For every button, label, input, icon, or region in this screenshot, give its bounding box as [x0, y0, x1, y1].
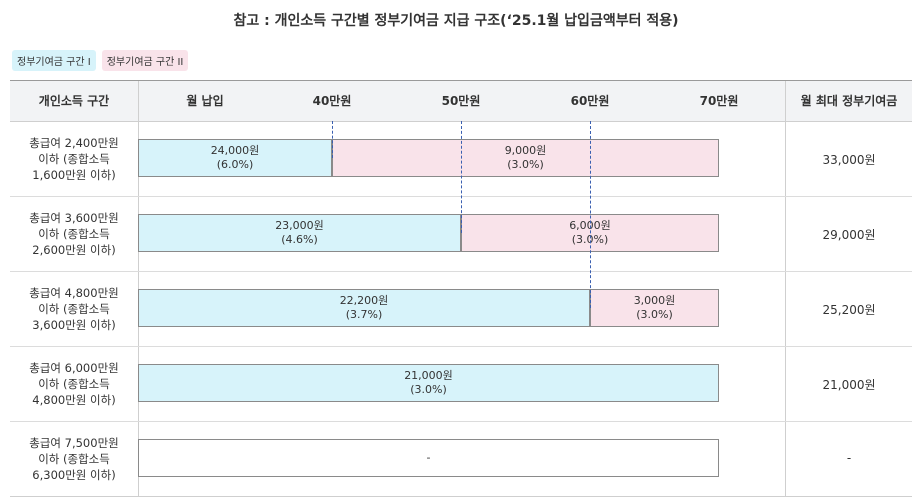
contribution-bar-tier-1: 22,200원 (3.7%) — [138, 289, 590, 327]
income-bracket-line: 총급여 6,000만원 — [29, 361, 119, 375]
column-divider — [138, 81, 139, 496]
income-bracket-line: 총급여 7,500만원 — [29, 436, 119, 450]
max-contribution-value: 25,200원 — [822, 303, 876, 317]
contribution-bar-tier-1: 24,000원 (6.0%) — [138, 139, 332, 177]
header-tick-60: 60만원 — [570, 94, 610, 108]
income-bracket-line: 이하 (종합소득 — [38, 227, 110, 241]
segment-amount: 3,000원 — [633, 294, 676, 307]
income-bracket-line: 1,600만원 이하) — [32, 168, 116, 182]
segment-amount: 23,000원 — [275, 219, 324, 232]
income-bracket-line: 총급여 2,400만원 — [29, 136, 119, 150]
segment-amount: 21,000원 — [404, 369, 453, 382]
income-bracket-line: 총급여 3,600만원 — [29, 211, 119, 225]
max-contribution-value: 33,000원 — [822, 153, 876, 167]
income-bracket-line: 이하 (종합소득 — [38, 377, 110, 391]
income-bracket-line: 이하 (종합소득 — [38, 152, 110, 166]
contribution-bar-tier-1: 21,000원 (3.0%) — [138, 364, 719, 402]
income-bracket-line: 4,800만원 이하) — [32, 393, 116, 407]
contribution-bar-none: - — [138, 439, 719, 477]
segment-rate: (3.7%) — [345, 308, 383, 321]
segment-rate: (3.0%) — [636, 308, 673, 321]
contribution-bar-tier-2: 9,000원 (3.0%) — [332, 139, 719, 177]
segment-amount: 22,200원 — [339, 294, 389, 307]
legend: 정부기여금 구간 I 정부기여금 구간 II — [12, 50, 189, 71]
row-separator — [10, 271, 912, 272]
segment-rate: (3.0%) — [410, 383, 447, 396]
contribution-bar-tier-2: 3,000원 (3.0%) — [590, 289, 719, 327]
page-title: 참고 : 개인소득 구간별 정부기여금 지급 구조(‘25.1월 납입금액부터 … — [233, 13, 679, 29]
max-contribution-value: 21,000원 — [822, 378, 876, 392]
income-bracket-line: 총급여 4,800만원 — [29, 286, 119, 300]
table-header: 개인소득 구간 월 납입 40만원 50만원 60만원 70만원 월 최대 정부… — [10, 81, 912, 122]
income-bracket-line: 3,600만원 이하) — [32, 318, 116, 332]
header-income-bracket: 개인소득 구간 — [38, 94, 110, 108]
contribution-table: 개인소득 구간 월 납입 40만원 50만원 60만원 70만원 월 최대 정부… — [10, 80, 912, 497]
segment-amount: - — [426, 451, 431, 464]
legend-tier-2: 정부기여금 구간 II — [101, 50, 189, 71]
segment-amount: 9,000원 — [504, 144, 547, 157]
income-bracket-line: 6,300만원 이하) — [32, 468, 116, 482]
segment-rate: (6.0%) — [216, 158, 254, 171]
row-separator — [10, 421, 912, 422]
header-tick-monthly: 월 납입 — [186, 94, 224, 108]
segment-rate: (3.0%) — [507, 158, 544, 171]
header-tick-50: 50만원 — [441, 94, 481, 108]
row-separator — [10, 346, 912, 347]
contribution-bar-tier-1: 23,000원 (4.6%) — [138, 214, 461, 252]
threshold-guide-line — [461, 121, 462, 233]
threshold-guide-line — [332, 121, 333, 158]
segment-amount: 24,000원 — [210, 144, 260, 157]
header-tick-40: 40만원 — [312, 94, 352, 108]
max-contribution-value: - — [846, 451, 852, 465]
header-max-contribution: 월 최대 정부기여금 — [800, 94, 898, 108]
income-bracket-line: 이하 (종합소득 — [38, 302, 110, 316]
legend-tier-1: 정부기여금 구간 I — [12, 50, 96, 71]
segment-rate: (4.6%) — [281, 233, 318, 246]
column-divider — [785, 81, 786, 496]
income-bracket-line: 이하 (종합소득 — [38, 452, 110, 466]
income-bracket-line: 2,600만원 이하) — [32, 243, 116, 257]
header-tick-70: 70만원 — [699, 94, 739, 108]
max-contribution-value: 29,000원 — [822, 228, 876, 242]
threshold-guide-line — [590, 121, 591, 308]
